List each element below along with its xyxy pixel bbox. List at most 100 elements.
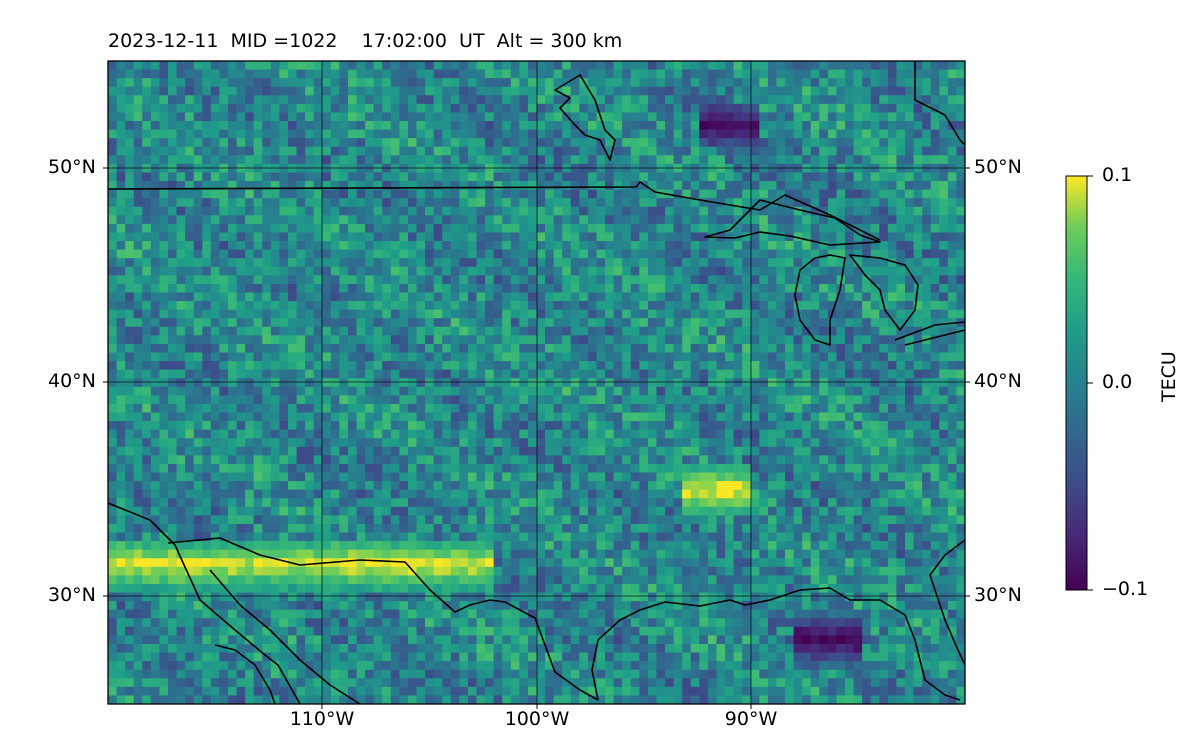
heatmap-cell (150, 69, 161, 79)
heatmap-cell (159, 138, 169, 148)
heatmap-cell (459, 412, 469, 422)
heatmap-cell (347, 301, 358, 311)
heatmap-cell (467, 378, 478, 388)
heatmap-cell (690, 403, 700, 414)
heatmap-cell (330, 232, 340, 242)
heatmap-cell (347, 412, 358, 422)
heatmap-cell (176, 301, 186, 311)
heatmap-cell (133, 301, 143, 311)
heatmap-cell (870, 241, 880, 251)
heatmap-cell (193, 446, 203, 456)
heatmap-cell (862, 292, 872, 302)
heatmap-cell (930, 429, 940, 439)
heatmap-cell (510, 61, 520, 71)
heatmap-cell (347, 198, 358, 208)
heatmap-cell (913, 429, 923, 439)
heatmap-cell (742, 429, 752, 439)
heatmap-cell (793, 189, 803, 199)
heatmap-cell (287, 198, 298, 208)
heatmap-cell (485, 463, 495, 474)
heatmap-cell (570, 198, 580, 208)
heatmap-cell (356, 429, 366, 439)
heatmap-cell (956, 292, 965, 302)
heatmap-cell (296, 386, 306, 396)
heatmap-cell (879, 223, 889, 234)
heatmap-cell (665, 95, 675, 105)
heatmap-cell (279, 343, 289, 354)
heatmap-cell (682, 412, 692, 422)
heatmap-cell (587, 275, 598, 285)
heatmap-cell (425, 421, 435, 431)
heatmap-cell (193, 292, 203, 302)
heatmap-cell (913, 121, 923, 131)
heatmap-cell (596, 78, 606, 88)
heatmap-cell (202, 386, 212, 396)
heatmap-cell (433, 215, 443, 225)
heatmap-cell (313, 412, 323, 422)
heatmap-cell (108, 78, 118, 88)
heatmap-cell (827, 86, 838, 96)
heatmap-cell (707, 146, 718, 156)
heatmap-cell (682, 258, 692, 268)
heatmap-cell (313, 78, 323, 88)
heatmap-cell (819, 412, 829, 422)
heatmap-cell (930, 129, 940, 139)
heatmap-cell (167, 438, 178, 448)
heatmap-cell (399, 361, 409, 371)
heatmap-cell (793, 335, 803, 345)
heatmap-cell (193, 378, 203, 388)
heatmap-cell (493, 163, 503, 174)
heatmap-cell (399, 129, 409, 139)
heatmap-cell (939, 309, 949, 319)
heatmap-cell (553, 463, 563, 474)
heatmap-cell (305, 189, 315, 199)
heatmap-cell (270, 352, 280, 362)
heatmap-cell (673, 421, 683, 431)
heatmap-cell (853, 155, 863, 165)
heatmap-cell (947, 369, 958, 379)
heatmap-cell (527, 481, 538, 491)
heatmap-cell (682, 206, 692, 216)
heatmap-cell (459, 258, 469, 268)
heatmap-cell (956, 121, 965, 131)
heatmap-cell (193, 61, 203, 71)
heatmap-cell (716, 103, 726, 114)
heatmap-cell (922, 86, 932, 96)
heatmap-cell (725, 309, 735, 319)
heatmap-cell (939, 146, 949, 156)
heatmap-cell (330, 343, 340, 354)
heatmap-cell (845, 266, 855, 276)
heatmap-cell (887, 309, 898, 319)
heatmap-cell (896, 395, 906, 405)
heatmap-cell (725, 386, 735, 396)
heatmap-cell (947, 206, 958, 216)
heatmap-cell (253, 86, 263, 96)
heatmap-cell (665, 249, 675, 259)
heatmap-cell (776, 283, 786, 294)
heatmap-cell (827, 438, 838, 448)
heatmap-cell (827, 61, 838, 71)
heatmap-cell (553, 112, 563, 122)
heatmap-cell (750, 206, 760, 216)
heatmap-cell (459, 146, 469, 156)
heatmap-cell (176, 69, 186, 79)
heatmap-cell (467, 429, 478, 439)
heatmap-cell (870, 181, 880, 191)
heatmap-cell (699, 129, 709, 139)
heatmap-cell (545, 301, 555, 311)
heatmap-cell (210, 95, 221, 105)
heatmap-cell (527, 421, 538, 431)
heatmap-cell (682, 95, 692, 105)
heatmap-cell (390, 172, 400, 182)
heatmap-cell (227, 206, 238, 216)
heatmap-cell (459, 446, 469, 456)
heatmap-cell (819, 283, 829, 294)
heatmap-cell (125, 189, 135, 199)
heatmap-cell (810, 86, 820, 96)
heatmap-cell (493, 189, 503, 199)
heatmap-cell (502, 403, 512, 414)
heatmap-cell (322, 292, 332, 302)
heatmap-cell (930, 198, 940, 208)
heatmap-cell (219, 455, 229, 465)
heatmap-cell (579, 189, 589, 199)
